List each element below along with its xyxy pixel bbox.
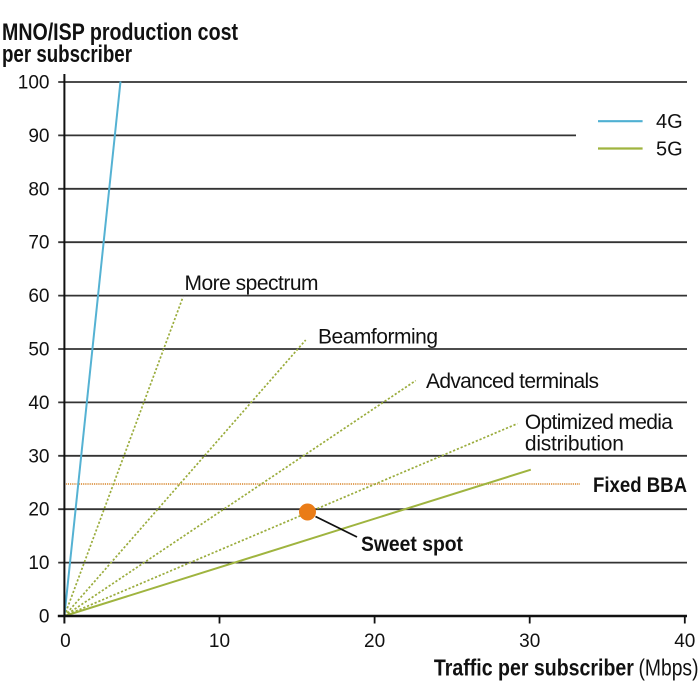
svg-text:50: 50 (28, 340, 49, 361)
svg-text:Optimized media: Optimized media (525, 411, 673, 434)
svg-text:Traffic per subscriber: Traffic per subscriber (434, 655, 634, 681)
svg-text:90: 90 (28, 126, 49, 147)
svg-text:More spectrum: More spectrum (185, 272, 319, 295)
svg-text:Advanced terminals: Advanced terminals (426, 370, 599, 393)
svg-text:Sweet spot: Sweet spot (361, 533, 463, 556)
svg-text:70: 70 (28, 233, 49, 254)
svg-text:distribution: distribution (525, 433, 624, 456)
svg-text:80: 80 (28, 179, 49, 200)
svg-text:Beamforming: Beamforming (318, 326, 438, 349)
svg-text:20: 20 (28, 500, 49, 521)
svg-text:20: 20 (364, 631, 385, 652)
svg-text:100: 100 (18, 73, 50, 94)
svg-text:30: 30 (519, 631, 540, 652)
svg-text:per subscriber: per subscriber (2, 41, 132, 68)
svg-text:0: 0 (39, 607, 50, 628)
svg-text:30: 30 (28, 446, 49, 467)
svg-text:(Mbps): (Mbps) (639, 655, 699, 681)
svg-text:5G: 5G (656, 139, 683, 161)
svg-text:MNO/ISP production cost: MNO/ISP production cost (2, 19, 238, 46)
svg-text:60: 60 (28, 286, 49, 307)
svg-text:40: 40 (28, 393, 49, 414)
svg-text:40: 40 (674, 631, 695, 652)
svg-text:10: 10 (28, 553, 49, 574)
svg-text:Fixed BBA: Fixed BBA (593, 474, 687, 497)
svg-text:10: 10 (209, 631, 230, 652)
svg-text:4G: 4G (656, 111, 683, 133)
svg-text:0: 0 (60, 631, 71, 652)
